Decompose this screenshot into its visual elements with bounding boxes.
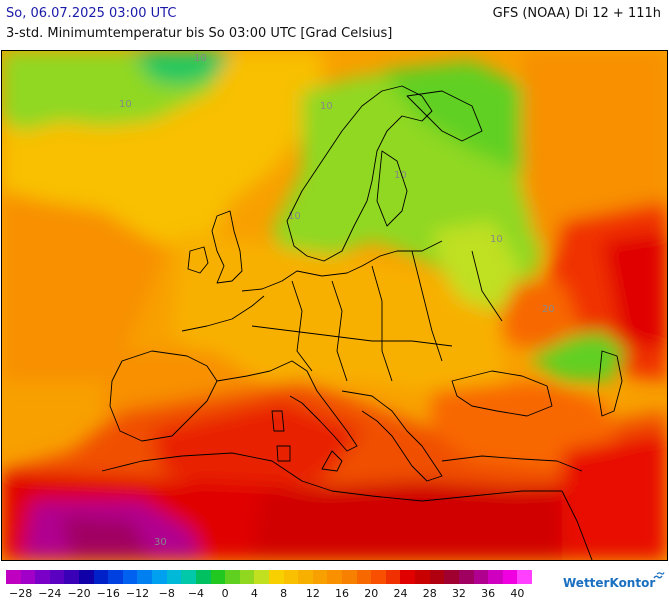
legend-tick-label: 8 — [280, 587, 288, 600]
legend-swatch — [444, 570, 459, 584]
model-run-label: GFS (NOAA) Di 12 + 111h — [492, 6, 661, 21]
legend-swatch — [152, 570, 167, 584]
legend-swatch — [327, 570, 343, 584]
legend-tick-label: 4 — [250, 587, 258, 600]
color-scale-bar — [6, 570, 532, 584]
contour-label: 10 — [119, 99, 132, 110]
legend-tick-label: 32 — [451, 587, 466, 600]
contour-label: 10 — [320, 101, 333, 112]
legend-swatch — [137, 570, 153, 584]
legend-tick-label: 0 — [221, 587, 229, 600]
legend-swatch — [195, 570, 211, 584]
legend-swatch — [400, 570, 416, 584]
legend-swatch — [239, 570, 255, 584]
legend-tick-label: 12 — [305, 587, 320, 600]
color-scale-ticks: −28 −24 −20 −16 −12 −8 −4 0 4 8 12 16 20 24 28 32 36 40 — [6, 587, 532, 600]
legend-swatch — [429, 570, 445, 584]
legend-tick-label: 36 — [481, 587, 496, 600]
legend-swatch — [210, 570, 226, 584]
legend-swatch — [473, 570, 489, 584]
legend-swatch — [415, 570, 430, 584]
legend-tick-label: 40 — [510, 587, 525, 600]
legend-swatch — [181, 570, 196, 584]
legend-swatch — [79, 570, 94, 584]
legend-swatch — [122, 570, 138, 584]
legend-tick-label: −24 — [38, 587, 62, 600]
parameter-title: 3-std. Minimumtemperatur bis So 03:00 UT… — [6, 26, 393, 41]
forecast-date: So, 06.07.2025 03:00 UTC — [6, 6, 177, 21]
legend-swatch — [312, 570, 328, 584]
legend-swatch — [20, 570, 36, 584]
legend-swatch — [517, 570, 532, 584]
legend-swatch — [342, 570, 357, 584]
legend-tick-label: −28 — [9, 587, 33, 600]
legend-tick-label: 28 — [422, 587, 437, 600]
legend-swatch — [225, 570, 240, 584]
legend-tick-label: 24 — [393, 587, 408, 600]
legend-tick-label: −12 — [125, 587, 150, 600]
legend-swatch — [64, 570, 80, 584]
legend-tick-label: −16 — [96, 587, 120, 600]
contour-label: 10 — [288, 211, 301, 222]
legend-swatch — [283, 570, 299, 584]
contour-label: 10 — [194, 53, 207, 64]
legend-swatch — [166, 570, 182, 584]
legend-swatch — [385, 570, 401, 584]
legend-swatch — [488, 570, 503, 584]
legend-swatch — [35, 570, 50, 584]
brand-wave-icon — [653, 572, 665, 579]
legend-tick-label: 16 — [335, 587, 350, 600]
legend-tick-label: −20 — [67, 587, 91, 600]
coastlines — [101, 85, 623, 560]
legend-swatch — [458, 570, 474, 584]
legend-swatch — [49, 570, 65, 584]
legend-tick-label: −4 — [187, 587, 205, 600]
legend-swatch — [298, 570, 313, 584]
legend-swatch — [6, 570, 21, 584]
contour-label: 10 — [394, 170, 407, 181]
temperature-field — [2, 51, 667, 560]
contour-label: 30 — [154, 537, 167, 548]
legend-tick-label: 20 — [364, 587, 379, 600]
temperature-map: 10 10 10 10 10 10 20 30 — [1, 50, 668, 561]
legend-swatch — [502, 570, 518, 584]
legend-swatch — [93, 570, 109, 584]
contour-label: 20 — [542, 304, 555, 315]
legend-swatch — [254, 570, 269, 584]
legend-swatch — [108, 570, 123, 584]
legend-swatch — [371, 570, 386, 584]
legend-tick-label: −8 — [158, 587, 175, 600]
legend-swatch — [268, 570, 284, 584]
legend-swatch — [356, 570, 372, 584]
contour-label: 10 — [490, 234, 503, 245]
brand-logo: WetterKontor — [563, 576, 656, 590]
